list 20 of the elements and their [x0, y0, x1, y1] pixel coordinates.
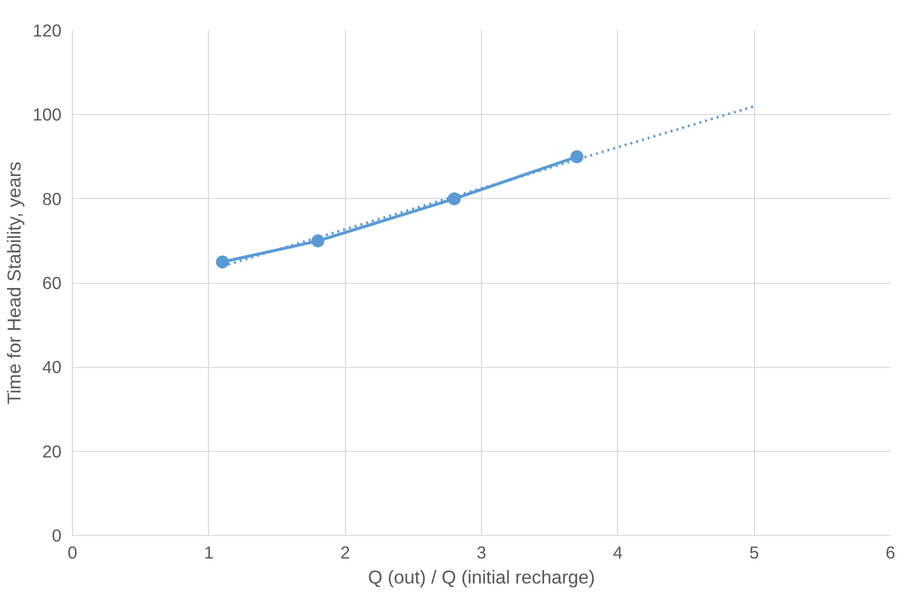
point	[570, 150, 584, 164]
y-tick-label: 40	[42, 357, 62, 378]
x-tick-label: 2	[340, 542, 350, 562]
x-tick-label: 3	[476, 542, 486, 562]
y-tick-label: 80	[42, 188, 62, 209]
y-tick-label: 120	[32, 20, 62, 40]
x-tick-label: 0	[68, 542, 78, 562]
x-axis-title: Q (out) / Q (initial recharge)	[368, 566, 596, 588]
x-tick-label: 1	[204, 542, 214, 562]
y-axis-title: Time for Head Stability, years	[4, 162, 25, 404]
point	[216, 255, 229, 268]
x-tick-label: 5	[749, 542, 759, 562]
y-tick-label: 100	[32, 104, 62, 125]
point	[448, 192, 461, 206]
y-tick-label: 0	[52, 526, 62, 546]
point	[311, 234, 324, 248]
x-tick-label: 4	[613, 542, 624, 562]
y-tick-label: 20	[42, 441, 62, 462]
y-tick-label: 60	[42, 273, 62, 293]
x-tick-label: 6	[886, 542, 896, 562]
